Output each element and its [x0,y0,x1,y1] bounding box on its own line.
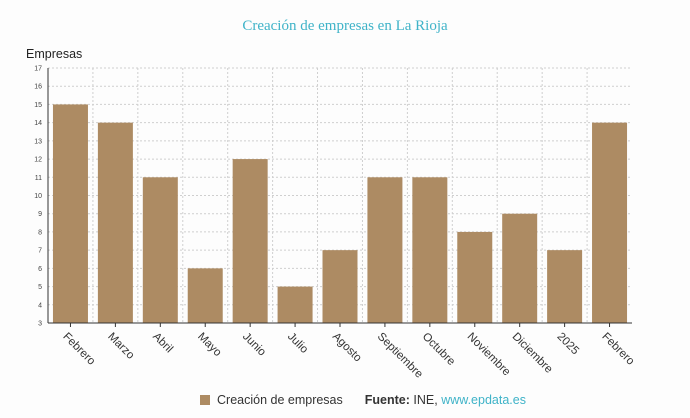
y-tick-label: 12 [34,157,42,164]
legend: Creación de empresas Fuente: INE, www.ep… [200,393,526,407]
y-tick-label: 3 [38,321,42,328]
bar [52,104,88,323]
bar [412,177,448,323]
x-tick-label: Junio [240,331,268,359]
y-axis-label: Empresas [26,47,83,61]
bar [592,122,628,324]
x-tick-label: Marzo [105,331,136,362]
x-tick-label: Febrero [60,331,97,368]
y-tick-label: 14 [34,120,42,127]
bar [322,250,358,323]
x-tick-label: 2025 [554,331,581,358]
x-tick-label: Octubre [420,331,457,368]
y-tick-label: 6 [38,266,42,273]
x-tick-label: Noviembre [465,331,513,379]
y-tick-label: 4 [38,302,42,309]
chart-title: Creación de empresas en La Rioja [242,18,448,34]
x-tick-label: Mayo [195,331,223,359]
y-tick-label: 9 [38,211,42,218]
y-tick-label: 17 [34,66,42,73]
source-label: Fuente: [364,393,410,407]
bar [502,213,538,323]
y-tick-label: 13 [34,138,42,145]
source-text: INE, [413,393,438,407]
y-tick-label: 16 [34,84,42,91]
source-credit: Fuente: INE, www.epdata.es [365,393,526,407]
x-tick-label: Agosto [330,331,364,365]
bar [367,177,403,323]
x-tick-label: Julio [285,331,310,356]
y-tick-label: 8 [38,229,42,236]
x-tick-label: Diciembre [510,331,555,376]
bar [142,177,178,323]
x-tick-label: Septiembre [375,331,425,381]
bar [232,159,268,323]
legend-series-label: Creación de empresas [217,393,343,407]
bar [277,286,313,323]
y-tick-label: 15 [34,102,42,109]
legend-swatch [200,395,210,405]
bar [187,268,223,323]
y-tick-label: 5 [38,284,42,291]
bar [547,250,583,323]
y-tick-label: 11 [35,175,42,182]
y-tick-label: 7 [38,248,42,255]
x-tick-label: Febrero [599,331,636,368]
source-link[interactable]: www.epdata.es [441,393,526,407]
bar [457,231,493,323]
x-tick-label: Abril [150,331,175,356]
y-tick-label: 10 [34,193,42,200]
bar [97,122,133,324]
